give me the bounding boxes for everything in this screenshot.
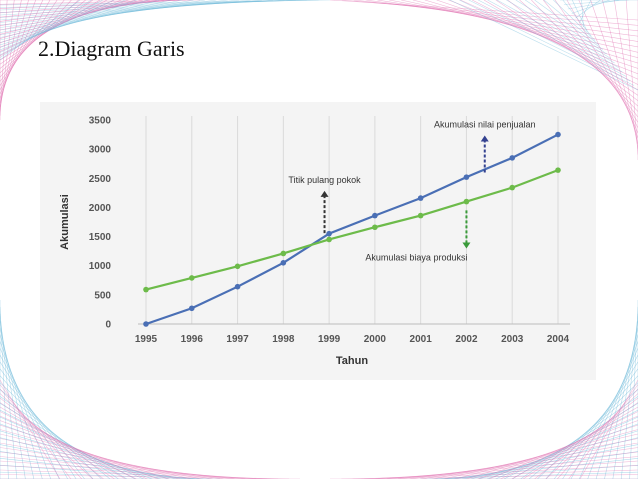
decor-lines	[420, 300, 638, 479]
y-tick-label: 3000	[89, 145, 112, 156]
data-point	[280, 260, 287, 266]
x-tick-label: 1995	[135, 334, 158, 345]
y-tick-label: 500	[94, 290, 111, 301]
chart-gridlines	[138, 116, 570, 325]
annotation-label: Akumulasi biaya produksi	[365, 252, 467, 262]
decor-lines	[0, 300, 220, 479]
decor-lines	[0, 379, 300, 479]
chart-series	[143, 131, 561, 327]
annotation: Akumulasi biaya produksi	[365, 210, 471, 262]
series-0	[143, 131, 561, 327]
data-point	[326, 236, 332, 243]
data-point	[280, 250, 287, 257]
y-tick-label: 1000	[89, 261, 112, 272]
series-line	[145, 169, 559, 291]
data-point	[509, 184, 516, 191]
x-tick-label: 1997	[226, 334, 249, 345]
data-point	[326, 230, 332, 237]
decor-lines	[0, 0, 200, 120]
data-point	[372, 224, 378, 231]
slide-title: 2.Diagram Garis	[38, 36, 185, 61]
x-tick-label: 2004	[547, 334, 570, 345]
data-point	[234, 263, 241, 270]
y-tick-label: 1500	[89, 232, 112, 243]
annotation-label: Akumulasi nilai penjualan	[434, 119, 536, 129]
series-line	[145, 133, 559, 326]
annotation-label: Titik pulang pokok	[288, 175, 361, 185]
x-tick-label: 1999	[318, 334, 341, 345]
y-tick-label: 0	[105, 320, 111, 331]
decor-lines	[0, 0, 331, 61]
data-point	[143, 286, 149, 293]
x-tick-label: 1998	[272, 334, 295, 345]
x-tick-label: 2000	[364, 334, 387, 345]
x-tick-label: 2003	[501, 334, 524, 345]
decor-lines	[329, 0, 638, 160]
data-point	[555, 131, 561, 138]
y-axis-label: Akumulasi	[59, 194, 71, 250]
annotation: Akumulasi nilai penjualan	[434, 119, 536, 173]
x-tick-label: 2002	[455, 334, 478, 345]
data-point	[372, 212, 378, 219]
data-point	[188, 305, 195, 312]
x-axis-ticks: 1995 1996 1997 1998 1999 2000 2001 2002 2003 2004	[135, 334, 570, 345]
annotation: Titik pulang pokok	[288, 175, 361, 234]
data-point	[463, 174, 470, 180]
y-tick-label: 2000	[89, 203, 112, 214]
annotation-arrow-head	[480, 135, 489, 142]
x-tick-label: 2001	[410, 334, 433, 345]
y-tick-label: 2500	[89, 174, 112, 185]
chart-panel: 0 500 1000 1500 2000 2500 3000 3500 1995 1996 199…	[40, 102, 596, 380]
data-point	[463, 198, 470, 205]
series-1	[143, 167, 561, 293]
data-point	[555, 167, 561, 173]
data-point	[417, 195, 424, 201]
y-axis-ticks: 0 500 1000 1500 2000 2500 3000 3500	[89, 116, 112, 331]
annotation-arrow-head	[462, 242, 471, 249]
annotation-arrow-head	[320, 190, 329, 197]
chart-annotations: Akumulasi nilai penjualan Titik pulang po…	[288, 119, 535, 262]
y-tick-label: 3500	[89, 116, 112, 127]
decor-lines	[330, 379, 638, 479]
decor-lines	[449, 0, 638, 91]
data-point	[509, 155, 516, 161]
x-axis-label: Tahun	[336, 355, 368, 367]
data-point	[234, 283, 241, 290]
data-point	[417, 212, 424, 219]
data-point	[143, 321, 149, 327]
x-tick-label: 1996	[181, 334, 204, 345]
data-point	[188, 275, 195, 281]
